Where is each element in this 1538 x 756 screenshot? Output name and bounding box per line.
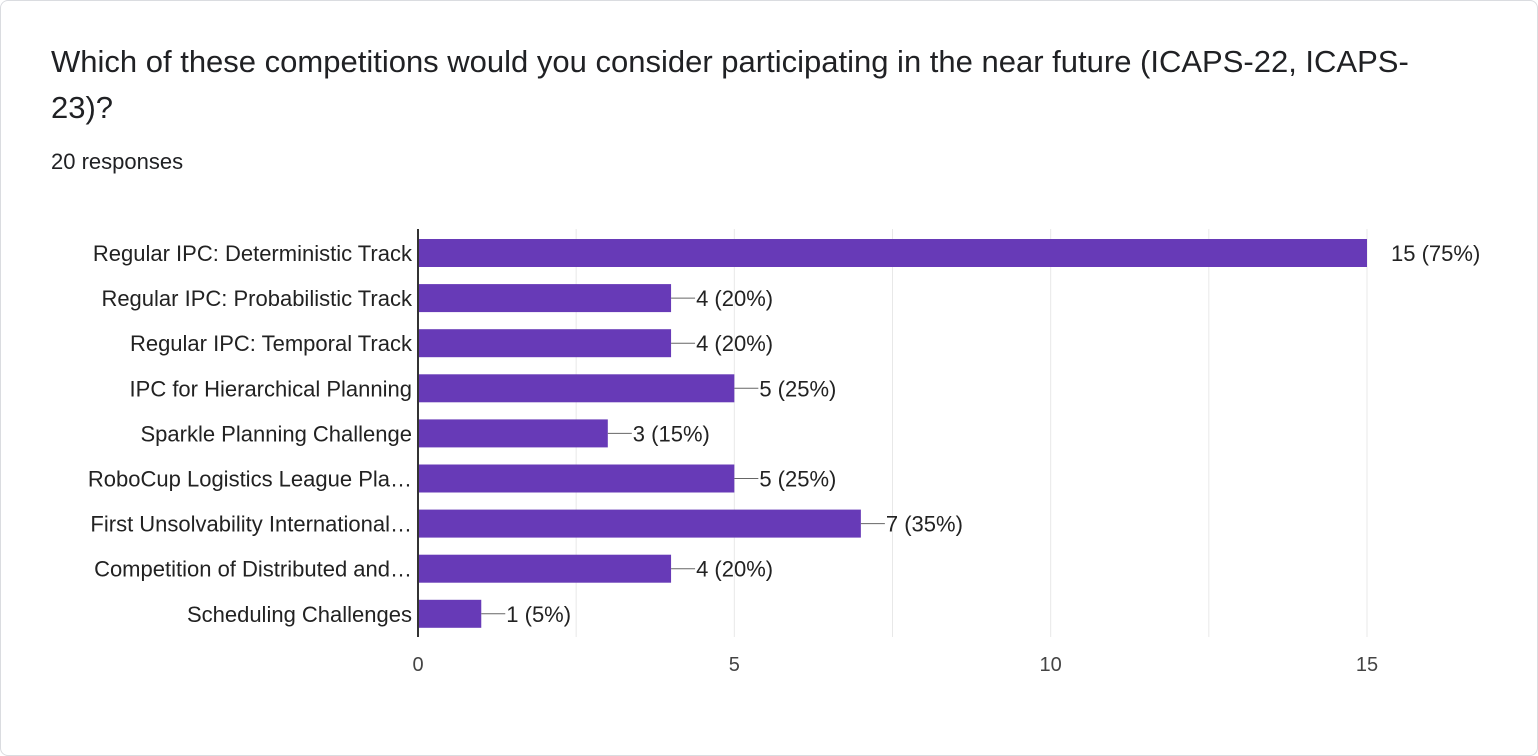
x-tick-label: 5 [729,654,740,676]
x-tick-label: 0 [412,654,423,676]
question-title: Which of these competitions would you co… [51,44,1409,125]
bar [418,374,735,403]
data-label: 5 (25%) [759,376,836,401]
data-label: 4 (20%) [696,286,773,311]
data-label: 7 (35%) [886,512,963,537]
bar [418,419,608,448]
bar [418,284,672,313]
bar [418,239,1367,267]
x-tick-label: 10 [1040,654,1062,676]
bar [418,599,482,628]
category-label: Competition of Distributed and… [94,557,412,582]
data-label: 4 (20%) [696,557,773,582]
data-label: 3 (15%) [633,421,710,446]
category-label: Regular IPC: Temporal Track [130,331,413,356]
category-label: Regular IPC: Probabilistic Track [101,286,413,311]
response-count: 20 responses [51,149,184,174]
category-label: Regular IPC: Deterministic Track [93,241,413,266]
category-label: IPC for Hierarchical Planning [130,376,412,401]
bar [418,509,861,538]
x-tick-label: 15 [1356,654,1378,676]
category-label: RoboCup Logistics League Pla… [88,467,412,492]
data-label: 5 (25%) [759,467,836,492]
bar [418,554,672,583]
data-label: 15 (75%) [1391,241,1480,266]
bar [418,464,735,493]
category-label: First Unsolvability International… [90,512,412,537]
data-label: 1 (5%) [506,602,571,627]
category-label: Sparkle Planning Challenge [140,421,412,446]
category-label: Scheduling Challenges [187,602,412,627]
data-label: 4 (20%) [696,331,773,356]
bar [418,329,672,358]
